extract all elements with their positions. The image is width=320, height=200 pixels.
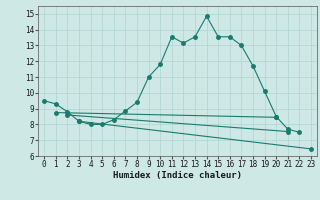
X-axis label: Humidex (Indice chaleur): Humidex (Indice chaleur): [113, 171, 242, 180]
